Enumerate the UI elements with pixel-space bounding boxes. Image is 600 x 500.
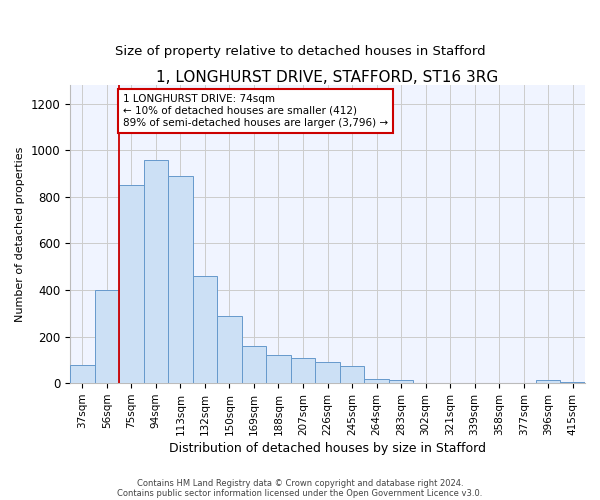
Bar (291, 358, 315, 383)
Bar (560, 382, 585, 383)
Text: Contains HM Land Registry data © Crown copyright and database right 2024.: Contains HM Land Registry data © Crown c… (137, 478, 463, 488)
Bar (242, 346, 266, 383)
Bar (340, 366, 364, 383)
Bar (193, 276, 217, 383)
Text: 1 LONGHURST DRIVE: 74sqm
← 10% of detached houses are smaller (412)
89% of semi-: 1 LONGHURST DRIVE: 74sqm ← 10% of detach… (123, 94, 388, 128)
Bar (95, 290, 119, 383)
Bar (217, 316, 242, 383)
Text: Size of property relative to detached houses in Stafford: Size of property relative to detached ho… (115, 45, 485, 58)
Bar (266, 356, 291, 383)
Bar (364, 378, 389, 383)
Bar (168, 176, 193, 383)
Title: 1, LONGHURST DRIVE, STAFFORD, ST16 3RG: 1, LONGHURST DRIVE, STAFFORD, ST16 3RG (157, 70, 499, 85)
Bar (315, 362, 340, 383)
X-axis label: Distribution of detached houses by size in Stafford: Distribution of detached houses by size … (169, 442, 486, 455)
Bar (119, 185, 143, 383)
Bar (70, 364, 95, 383)
Text: Contains public sector information licensed under the Open Government Licence v3: Contains public sector information licen… (118, 488, 482, 498)
Bar (389, 380, 413, 383)
Bar (536, 380, 560, 383)
Y-axis label: Number of detached properties: Number of detached properties (15, 146, 25, 322)
Bar (143, 160, 168, 383)
